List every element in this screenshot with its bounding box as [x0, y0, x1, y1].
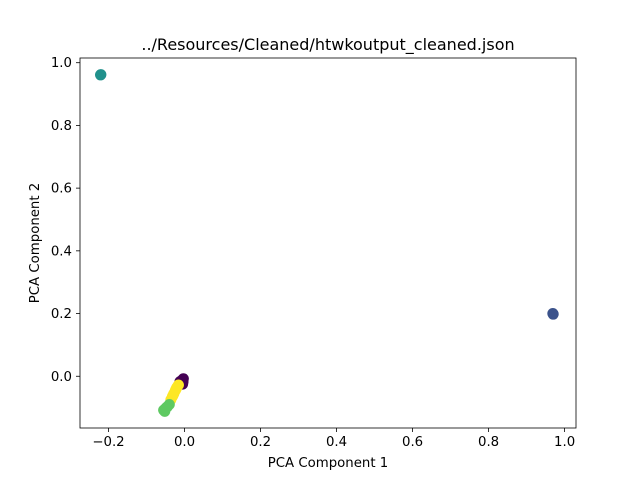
x-tick-label: 0.8	[478, 435, 499, 450]
y-tick-label: 1.0	[51, 56, 72, 71]
y-tick-label: 0.0	[51, 370, 72, 385]
x-tick-label: −0.2	[92, 435, 124, 450]
chart-title: ../Resources/Cleaned/htwkoutput_cleaned.…	[141, 35, 514, 55]
y-axis: 0.0 0.2 0.4 0.6 0.8 1.0	[51, 56, 80, 385]
data-point	[170, 383, 182, 395]
x-tick-label: 0.6	[402, 435, 423, 450]
y-tick-label: 0.6	[51, 182, 72, 197]
data-point	[160, 402, 172, 414]
points-layer	[95, 69, 559, 417]
x-tick-label: 0.4	[326, 435, 347, 450]
y-tick-label: 0.4	[51, 244, 72, 259]
data-point	[547, 308, 559, 320]
y-tick-label: 0.2	[51, 307, 72, 322]
y-tick-label: 0.8	[51, 119, 72, 134]
y-axis-label: PCA Component 2	[28, 183, 43, 304]
plot-frame	[79, 57, 577, 429]
x-axis-label: PCA Component 1	[268, 456, 389, 471]
x-tick-label: 0.2	[250, 435, 271, 450]
x-tick-label: 1.0	[554, 435, 575, 450]
x-tick-label: 0.0	[174, 435, 195, 450]
x-axis: −0.2 0.0 0.2 0.4 0.6 0.8 1.0	[92, 428, 575, 450]
data-point	[95, 69, 107, 81]
